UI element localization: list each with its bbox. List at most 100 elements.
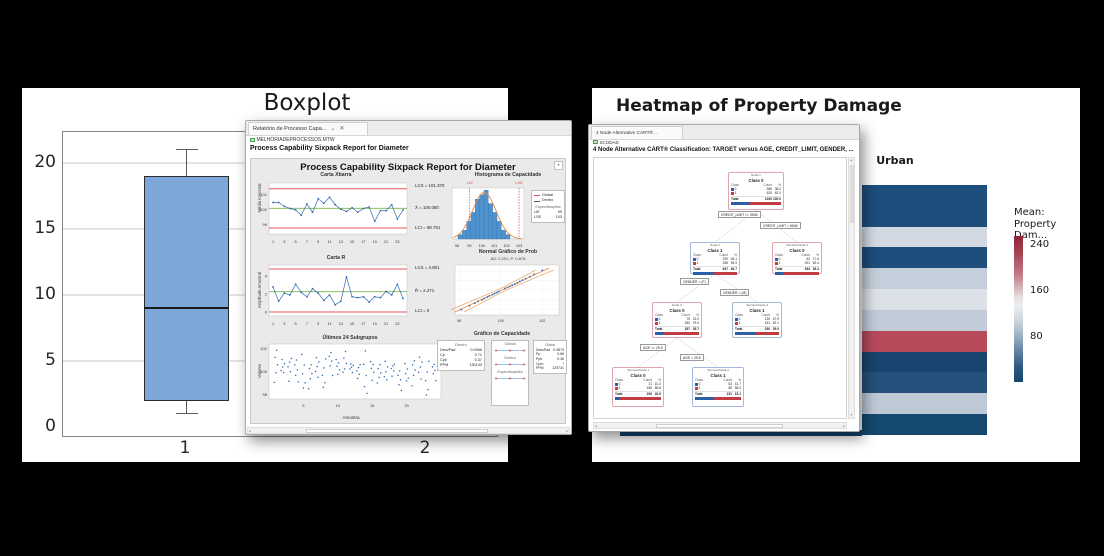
boxplot-xtick-2: 2 xyxy=(419,438,431,458)
boxplot-xtick-1: 1 xyxy=(179,438,191,458)
cart-tab[interactable]: 4 Node Alternative CART®... xyxy=(591,126,683,139)
heatmap-cell xyxy=(862,205,987,227)
stat-row: Ppk 0.36 xyxy=(536,356,564,361)
legend-entry-global: Global xyxy=(534,193,562,199)
close-icon[interactable]: ✕ xyxy=(339,126,345,132)
svg-text:5: 5 xyxy=(302,404,304,408)
svg-text:19: 19 xyxy=(373,240,377,244)
tree-node-n3t: Terminal Node 3 Class 1 Class Count% 0 139 47.… xyxy=(732,302,782,338)
chevron-down-icon[interactable]: ⌄ xyxy=(330,126,336,132)
interval-label: Global xyxy=(504,342,516,346)
xbar-lcl-label: LCI = 98.751 xyxy=(415,225,441,230)
svg-text:17: 17 xyxy=(361,240,365,244)
stat-row: Cpk 0.37 xyxy=(440,357,482,362)
scrollbar-thumb[interactable] xyxy=(656,423,783,428)
histogram-title: Histograma de Capacidade xyxy=(474,172,542,178)
heatmap-column-label: Urban xyxy=(876,154,914,167)
svg-text:98: 98 xyxy=(457,319,461,323)
legend-spec-title: Especificações xyxy=(535,204,561,209)
boxplot-ytick: 20 xyxy=(34,152,56,172)
svg-text:4: 4 xyxy=(265,274,268,279)
svg-text:2: 2 xyxy=(265,292,268,297)
sixpack-worksheet-row: MELHORIADEPROCESSOS.MTW xyxy=(250,137,335,143)
stat-row: Cpm * xyxy=(536,361,564,366)
spec-low-label: LIE xyxy=(466,180,473,185)
svg-text:20: 20 xyxy=(404,404,408,408)
svg-text:15: 15 xyxy=(370,404,374,408)
probplot-title: Normal Gráfico de Prob xyxy=(478,249,538,255)
whisker-line xyxy=(185,400,188,414)
scrollbar-thumb[interactable] xyxy=(849,165,854,223)
cart-heading: 4 Node Alternative CART® Classification:… xyxy=(593,147,854,153)
svg-text:9: 9 xyxy=(317,240,319,244)
histogram-legend: Global Dentro Especificações LIE 99 LSE 10… xyxy=(531,190,565,223)
subgroups-title: Últimos 24 Subgrupos xyxy=(322,335,378,341)
svg-text:100: 100 xyxy=(260,369,267,374)
split-label: AGE > 29.5 xyxy=(680,354,704,361)
svg-text:5: 5 xyxy=(295,322,297,326)
svg-text:1: 1 xyxy=(272,240,274,244)
cart-worksheet-row: SCODAD xyxy=(593,140,619,145)
stat-row: PPM 130143 xyxy=(440,362,482,367)
stat-row: Cp 0.71 xyxy=(440,352,482,357)
boxplot-ytick: 10 xyxy=(34,284,56,304)
split-label: CREDIT_LIMIT > 5545 xyxy=(760,222,801,229)
legend-spec-lse: LSE 103 xyxy=(534,215,562,219)
subgroups-xlabel: Amostra xyxy=(342,415,360,420)
split-label: AGE <= 29.5 xyxy=(640,344,666,351)
svg-text:98: 98 xyxy=(455,244,459,248)
split-label: CREDIT_LIMIT <= 5545 xyxy=(718,211,761,218)
sixpack-worksheet-name: MELHORIADEPROCESSOS.MTW xyxy=(256,137,335,143)
svg-text:100: 100 xyxy=(260,207,267,212)
cart-window: 4 Node Alternative CART®... SCODAD 4 Nod… xyxy=(588,124,860,432)
svg-text:1: 1 xyxy=(272,322,274,326)
svg-text:19: 19 xyxy=(373,322,377,326)
svg-text:21: 21 xyxy=(384,322,388,326)
colorbar-label-line1: Mean: xyxy=(1014,207,1045,218)
heatmap-hidden-row-strip xyxy=(620,430,862,436)
cart-horizontal-scrollbar[interactable]: ◂ ▸ xyxy=(593,422,847,429)
heatmap-cell xyxy=(862,393,987,415)
svg-text:98: 98 xyxy=(263,392,268,397)
heatmap-cell xyxy=(862,309,987,331)
svg-text:11: 11 xyxy=(328,322,332,326)
svg-text:9: 9 xyxy=(317,322,319,326)
tree-node-n1: Node 1 Class 0 Class Count% 0 380 38.0 1 620 62.0… xyxy=(728,172,784,210)
colorbar-tick-240: 240 xyxy=(1030,239,1050,250)
xbar-ucl-label: LCS = 101.370 xyxy=(415,183,445,188)
svg-text:10: 10 xyxy=(336,404,340,408)
svg-text:102: 102 xyxy=(503,244,509,248)
global-stats-table: Global DesvPad 0.9873 Pp 0.68 Ppk 0.36 Cpm * PPM 1… xyxy=(533,340,567,374)
colorbar-tick-160: 160 xyxy=(1030,285,1050,296)
svg-text:21: 21 xyxy=(384,240,388,244)
boxplot-title: Boxplot xyxy=(263,90,351,116)
sixpack-tabbar: Relatório de Processo Capa... ⌄ ✕ xyxy=(246,121,571,136)
svg-text:3: 3 xyxy=(283,240,285,244)
sixpack-window: Relatório de Processo Capa... ⌄ ✕ MELHOR… xyxy=(245,120,572,435)
scrollbar-thumb[interactable] xyxy=(306,428,488,433)
svg-text:99: 99 xyxy=(467,244,471,248)
worksheet-icon xyxy=(250,137,255,143)
svg-text:0: 0 xyxy=(265,309,268,314)
tree-node-n2: Node 2 Class 1 Class Count% 0 292 45.1 1 355 54.9… xyxy=(690,242,740,276)
boxplot-ytick: 15 xyxy=(34,218,56,238)
sixpack-horizontal-scrollbar[interactable]: ◂ ▸ xyxy=(247,427,570,434)
heatmap-cell xyxy=(862,372,987,394)
heatmap-cell xyxy=(862,226,987,248)
panel-scroll-button[interactable]: ▾ xyxy=(554,161,563,170)
stat-row: DesvPad 0.9873 xyxy=(536,347,564,352)
cart-tab-title: 4 Node Alternative CART®... xyxy=(596,130,658,136)
svg-text:15: 15 xyxy=(350,240,354,244)
heatmap-cell xyxy=(862,289,987,310)
heatmap-cell xyxy=(862,185,987,206)
svg-text:101: 101 xyxy=(491,244,497,248)
heatmap-cell xyxy=(862,247,987,269)
probplot-chart: 98 100 102 xyxy=(451,264,560,323)
stat-row: PPM 129731 xyxy=(536,366,564,371)
xbar-chart-title: Carta Xbarra xyxy=(320,172,352,178)
sixpack-tab[interactable]: Relatório de Processo Capa... ⌄ ✕ xyxy=(248,122,368,135)
cart-vertical-scrollbar[interactable]: ▴ ▾ xyxy=(848,157,855,419)
probplot-subtitle: AD: 0.201, P: 0.878 xyxy=(490,256,526,261)
